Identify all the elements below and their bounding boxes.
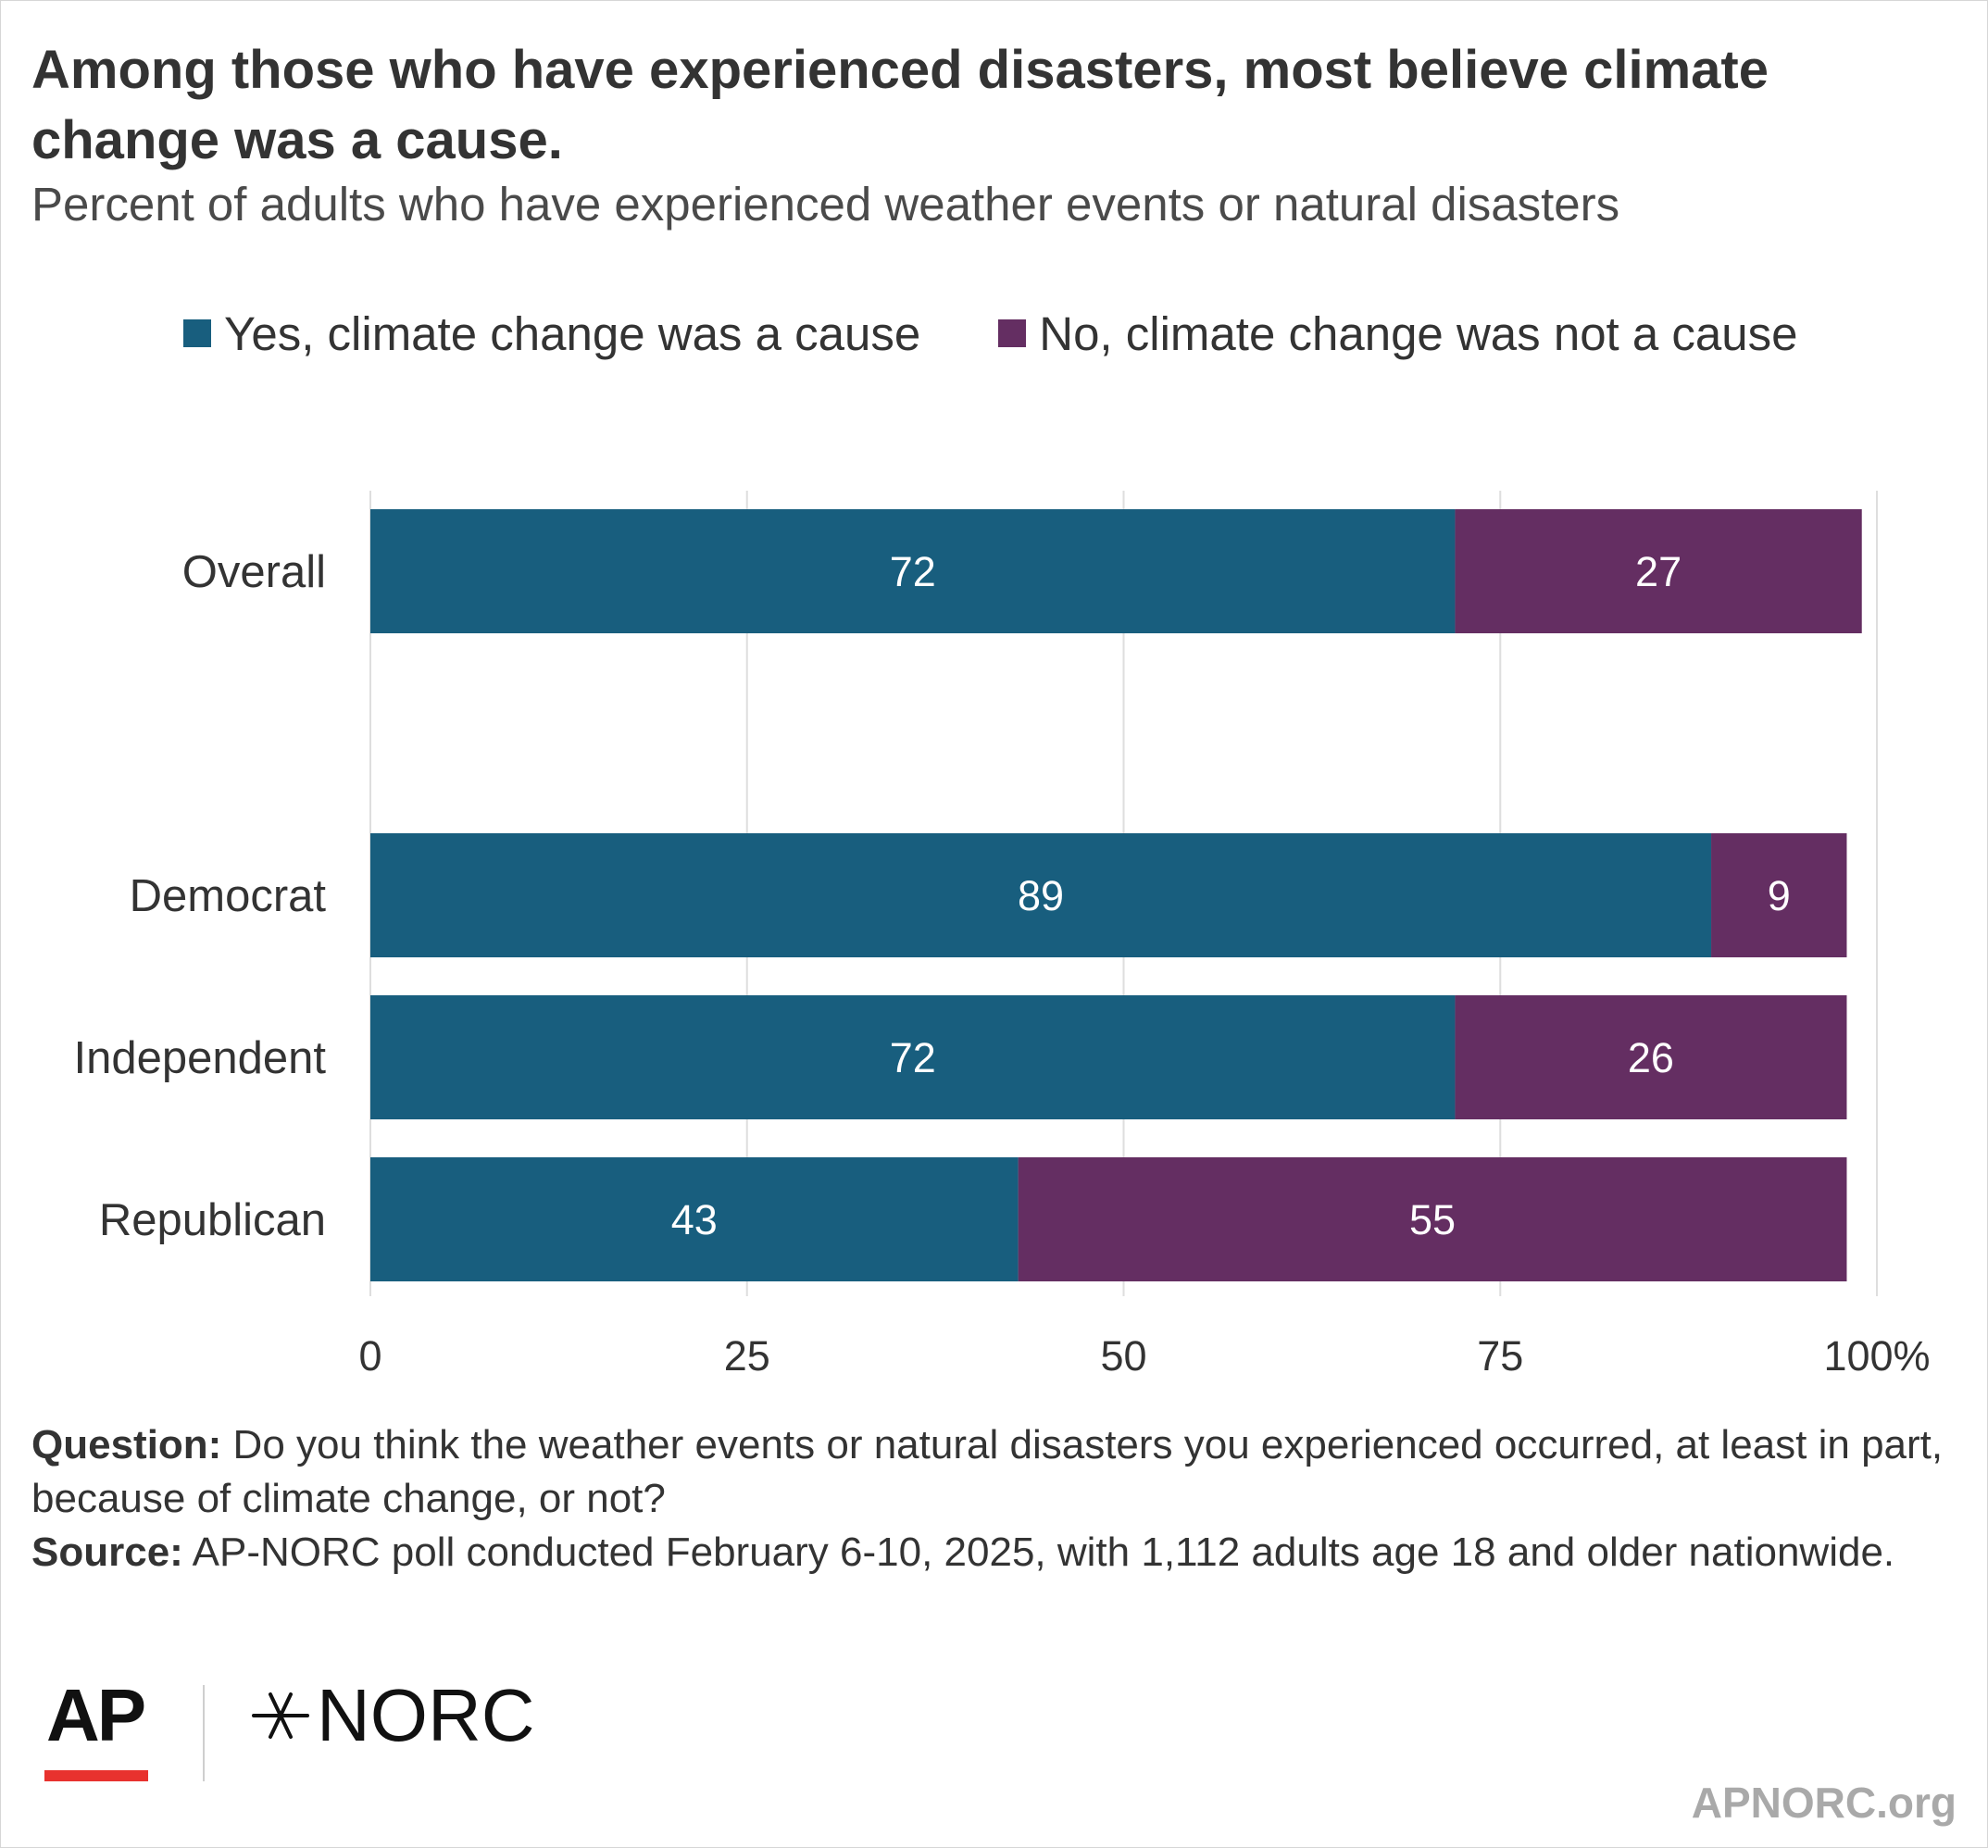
bar-segment (1455, 509, 1862, 633)
norc-star-icon (252, 1692, 309, 1739)
data-label: 26 (1628, 1034, 1674, 1081)
category-label: Republican (99, 1195, 326, 1245)
bar-segment (370, 509, 1456, 633)
chart-title: Among those who have experienced disaste… (31, 40, 1769, 170)
category-label: Overall (182, 547, 326, 597)
x-tick-label: 100% (1823, 1332, 1930, 1380)
question-text: Do you think the weather events or natur… (31, 1422, 1944, 1521)
x-tick-label: 25 (724, 1332, 770, 1380)
ap-logo: AP (46, 1674, 146, 1756)
bar-segment (370, 995, 1456, 1119)
chart-subtitle: Percent of adults who have experienced w… (31, 178, 1620, 231)
x-tick-label: 50 (1100, 1332, 1146, 1380)
x-tick-label: 75 (1477, 1332, 1523, 1380)
bar-segment (1018, 1157, 1847, 1281)
legend: Yes, climate change was a cause No, clim… (183, 301, 1798, 366)
bar-segment (1711, 833, 1847, 957)
data-label: 72 (890, 1034, 936, 1081)
question-label: Question: (31, 1422, 222, 1467)
source-label: Source: (31, 1530, 183, 1575)
legend-label-no: No, climate change was not a cause (1039, 306, 1798, 360)
site-credit: APNORC.org (1691, 1779, 1957, 1827)
question-note: Question: Do you think the weather event… (31, 1418, 1967, 1526)
norc-wordmark: NORC (317, 1674, 535, 1756)
bar-segment (370, 833, 1712, 957)
legend-swatch-no (998, 319, 1027, 347)
legend-swatch-yes (183, 319, 211, 347)
source-text: AP-NORC poll conducted February 6-10, 20… (182, 1530, 1895, 1575)
data-label: 9 (1768, 872, 1791, 919)
data-label: 43 (671, 1196, 718, 1243)
data-label: 72 (890, 548, 936, 595)
logo-divider (203, 1685, 205, 1781)
category-label: Independent (74, 1033, 327, 1083)
category-label: Democrat (130, 871, 327, 921)
data-label: 27 (1635, 548, 1682, 595)
norc-logo: NORC (250, 1674, 535, 1757)
bar-segment (1455, 995, 1847, 1119)
chart-notes: Question: Do you think the weather event… (31, 1418, 1967, 1580)
legend-label-yes: Yes, climate change was a cause (224, 306, 921, 360)
legend-item-no: No, climate change was not a cause (998, 306, 1798, 361)
bar-chart: 0 25 50 75 100% Overall 72 27 Democrat 89 9 Indepen… (74, 491, 1931, 1380)
bar-segment (370, 1157, 1019, 1281)
legend-item-yes: Yes, climate change was a cause (183, 306, 920, 361)
ap-logo-bar (44, 1770, 148, 1781)
data-label: 89 (1018, 872, 1064, 919)
source-note: Source: AP-NORC poll conducted February … (31, 1526, 1967, 1580)
data-label: 55 (1409, 1196, 1456, 1243)
x-tick-label: 0 (358, 1332, 381, 1380)
